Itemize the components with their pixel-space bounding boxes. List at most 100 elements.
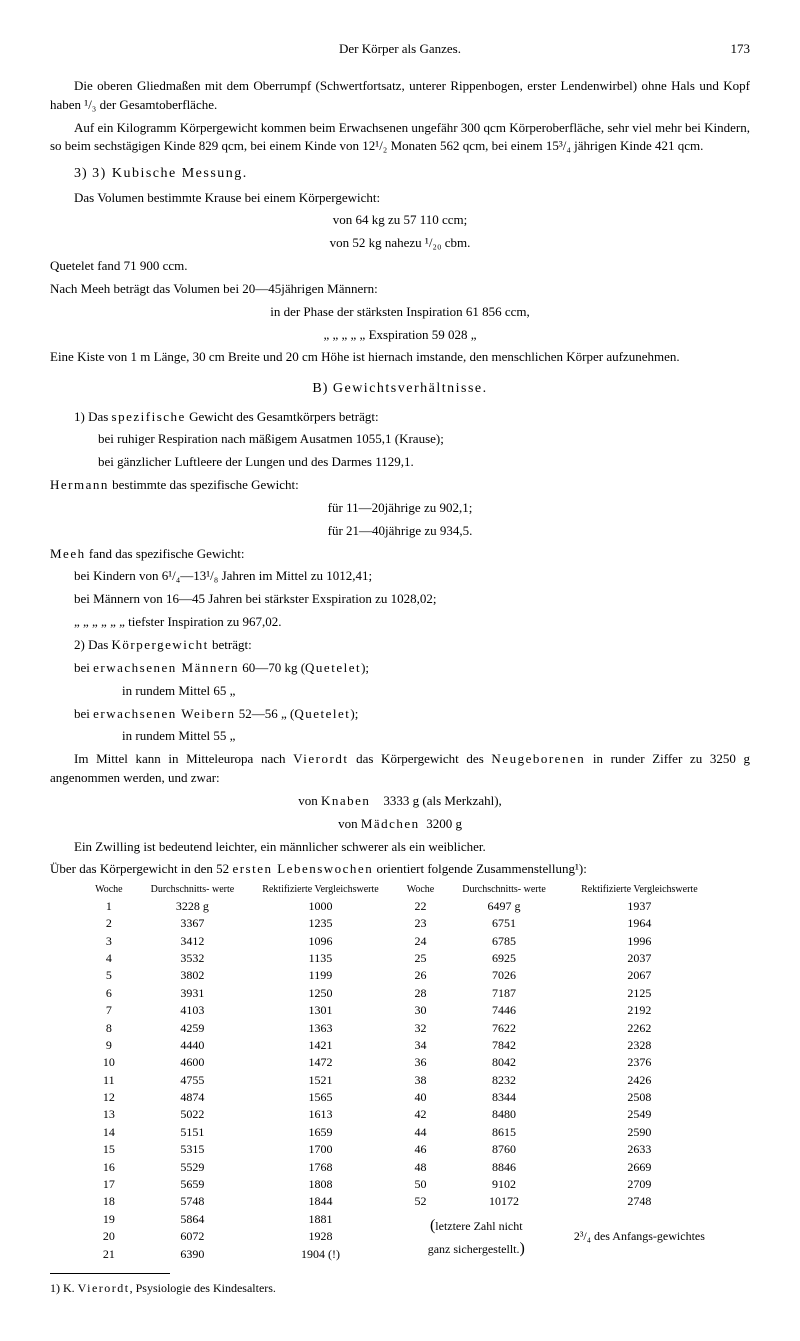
table-cell: 2748: [560, 1193, 719, 1210]
table-cell: 9: [81, 1037, 137, 1054]
text-line: bei erwachsenen Männern 60—70 kg (Quetel…: [74, 659, 750, 678]
table-cell: 12: [81, 1089, 137, 1106]
table-cell: 3: [81, 933, 137, 950]
table-header-row: Woche Durchschnitts- werte Rektifizierte…: [81, 883, 719, 898]
col-header: Woche: [81, 883, 137, 898]
table-cell: 8615: [448, 1124, 560, 1141]
table-cell: 5315: [137, 1141, 249, 1158]
table-cell: 20: [81, 1228, 137, 1245]
page-number: 173: [700, 40, 750, 59]
table-cell: 1881: [248, 1211, 393, 1228]
col-header: Rektifizierte Vergleichswerte: [560, 883, 719, 898]
table-cell: 1135: [248, 950, 393, 967]
table-cell: 2328: [560, 1037, 719, 1054]
table-cell: 6785: [448, 933, 560, 950]
footnote-text: 1) K. Vierordt, Psysiologie des Kindesal…: [50, 1280, 750, 1297]
table-cell: 1659: [248, 1124, 393, 1141]
section-heading: 3) 3) Kubische Messung.: [50, 164, 750, 184]
table-cell: 38: [393, 1072, 449, 1089]
table-cell: 40: [393, 1089, 449, 1106]
table-note-cell: (letztere Zahl nichtganz sichergestellt.…: [393, 1211, 560, 1263]
table-note-cell: 2³/₄ des Anfangs-gewichtes: [560, 1211, 719, 1263]
text-line: bei gänzlicher Luftleere der Lungen und …: [98, 453, 750, 472]
table-cell: 5151: [137, 1124, 249, 1141]
table-cell: 6072: [137, 1228, 249, 1245]
table-row: 7410313013074462192: [81, 1002, 719, 1019]
table-cell: 3412: [137, 933, 249, 950]
table-cell: 4755: [137, 1072, 249, 1089]
table-cell: 13: [81, 1106, 137, 1123]
table-row: 17565918085091022709: [81, 1176, 719, 1193]
footnote-rule: [50, 1273, 170, 1278]
table-cell: 4874: [137, 1089, 249, 1106]
table-cell: 2067: [560, 967, 719, 984]
table-cell: 1301: [248, 1002, 393, 1019]
table-cell: 21: [81, 1246, 137, 1263]
col-header: Woche: [393, 883, 449, 898]
table-cell: 1768: [248, 1159, 393, 1176]
table-cell: 6497 g: [448, 898, 560, 915]
text-line: „ „ „ „ „ „ tiefster Inspiration zu 967,…: [74, 613, 750, 632]
table-row: 1958641881(letztere Zahl nichtganz siche…: [81, 1211, 719, 1228]
table-cell: 1937: [560, 898, 719, 915]
table-cell: 15: [81, 1141, 137, 1158]
table-cell: 2376: [560, 1054, 719, 1071]
table-row: 11475515213882322426: [81, 1072, 719, 1089]
table-row: 6393112502871872125: [81, 985, 719, 1002]
table-cell: 8846: [448, 1159, 560, 1176]
table-cell: 3931: [137, 985, 249, 1002]
col-header: Durchschnitts- werte: [448, 883, 560, 898]
table-cell: 36: [393, 1054, 449, 1071]
text-line: von Mädchen 3200 g: [50, 815, 750, 834]
col-header: Rektifizierte Vergleichswerte: [248, 883, 393, 898]
table-cell: 1613: [248, 1106, 393, 1123]
paragraph: Auf ein Kilogramm Körpergewicht kommen b…: [50, 119, 750, 157]
table-cell: 26: [393, 967, 449, 984]
table-cell: 1000: [248, 898, 393, 915]
table-cell: 1700: [248, 1141, 393, 1158]
table-cell: 1199: [248, 967, 393, 984]
table-cell: 2549: [560, 1106, 719, 1123]
table-row: 4353211352569252037: [81, 950, 719, 967]
text-line: von 52 kg nahezu ¹/₂₀ cbm.: [50, 234, 750, 253]
table-row: 5380211992670262067: [81, 967, 719, 984]
table-cell: 2426: [560, 1072, 719, 1089]
table-row: 2336712352367511964: [81, 915, 719, 932]
page-header: Der Körper als Ganzes. 173: [50, 40, 750, 59]
table-cell: 2709: [560, 1176, 719, 1193]
text-line: Eine Kiste von 1 m Länge, 30 cm Breite u…: [50, 348, 750, 367]
table-cell: 8232: [448, 1072, 560, 1089]
table-cell: 7187: [448, 985, 560, 1002]
text-line: bei Männern von 16—45 Jahren bei stärkst…: [74, 590, 750, 609]
table-cell: 5659: [137, 1176, 249, 1193]
table-cell: 1235: [248, 915, 393, 932]
table-cell: 24: [393, 933, 449, 950]
text-line: von Knaben 3333 g (als Merkzahl),: [50, 792, 750, 811]
table-cell: 7026: [448, 967, 560, 984]
table-cell: 6390: [137, 1246, 249, 1263]
table-cell: 1363: [248, 1020, 393, 1037]
table-cell: 19: [81, 1211, 137, 1228]
table-cell: 8760: [448, 1141, 560, 1158]
table-cell: 10172: [448, 1193, 560, 1210]
table-cell: 4440: [137, 1037, 249, 1054]
table-cell: 4259: [137, 1020, 249, 1037]
table-cell: 1996: [560, 933, 719, 950]
table-cell: 3367: [137, 915, 249, 932]
table-cell: 6751: [448, 915, 560, 932]
section-heading: B) Gewichtsverhältnisse.: [50, 379, 750, 399]
table-cell: 2125: [560, 985, 719, 1002]
table-cell: 32: [393, 1020, 449, 1037]
text-line: in der Phase der stärksten Inspiration 6…: [50, 303, 750, 322]
table-cell: 9102: [448, 1176, 560, 1193]
text-line: „ „ „ „ „ Exspiration 59 028 „: [50, 326, 750, 345]
table-cell: 6925: [448, 950, 560, 967]
table-row: 12487415654083442508: [81, 1089, 719, 1106]
table-cell: 1472: [248, 1054, 393, 1071]
table-row: 13228 g1000226497 g1937: [81, 898, 719, 915]
running-title: Der Körper als Ganzes.: [100, 40, 700, 59]
text-line: Quetelet fand 71 900 ccm.: [50, 257, 750, 276]
text-line: bei ruhiger Respiration nach mäßigem Aus…: [98, 430, 750, 449]
table-cell: 22: [393, 898, 449, 915]
table-cell: 2262: [560, 1020, 719, 1037]
